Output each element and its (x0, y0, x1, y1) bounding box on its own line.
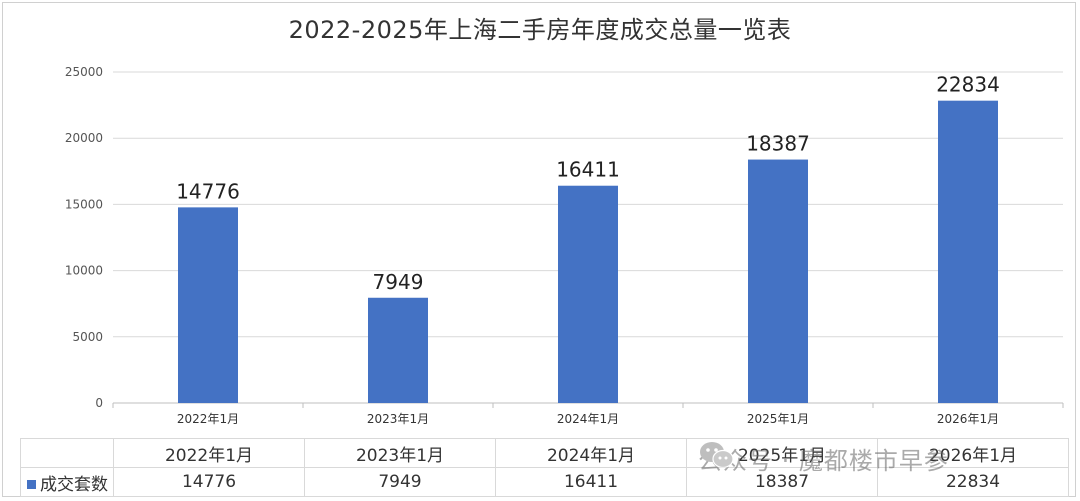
y-tick-label: 25000 (65, 65, 103, 79)
bar (558, 185, 618, 403)
data-label: 7949 (373, 270, 424, 294)
bar (748, 159, 808, 403)
data-table-value-cell: 16411 (495, 467, 687, 497)
data-table-value-cell: 18387 (686, 467, 878, 497)
bar (178, 207, 238, 403)
data-table-value-cell: 7949 (304, 467, 496, 497)
x-tick-label: 2022年1月 (177, 412, 239, 426)
series-name: 成交套数 (40, 474, 108, 495)
chart-title: 2022-2025年上海二手房年度成交总量一览表 (288, 16, 792, 44)
x-tick-label: 2023年1月 (367, 412, 429, 426)
y-tick-label: 10000 (65, 264, 103, 278)
y-tick-label: 20000 (65, 131, 103, 145)
data-table-series-label: 成交套数 (20, 467, 114, 497)
data-table: 2022年1月 2023年1月 2024年1月 2025年1月 2026年1月 成交套数… (20, 438, 1069, 497)
x-tick-label: 2025年1月 (747, 412, 809, 426)
data-table-value-cell: 14776 (113, 467, 305, 497)
data-label: 22834 (936, 73, 1000, 97)
y-tick-label: 15000 (65, 197, 103, 211)
data-table-corner-cell (20, 438, 114, 468)
bar (368, 297, 428, 403)
data-table-row: 成交套数 14776 7949 16411 18387 22834 (20, 467, 1069, 497)
data-label: 16411 (556, 158, 620, 182)
data-table-header-row: 2022年1月 2023年1月 2024年1月 2025年1月 2026年1月 (20, 438, 1069, 468)
x-tick-label: 2024年1月 (557, 412, 619, 426)
y-tick-label: 5000 (72, 330, 103, 344)
x-tick-label: 2026年1月 (937, 412, 999, 426)
legend-swatch (27, 479, 36, 489)
bar (938, 100, 998, 403)
data-table-header-cell: 2022年1月 (113, 438, 305, 468)
data-table-header-cell: 2026年1月 (877, 438, 1069, 468)
data-table-header-cell: 2023年1月 (304, 438, 496, 468)
data-label: 18387 (746, 132, 810, 156)
data-table-header-cell: 2024年1月 (495, 438, 687, 468)
y-tick-label: 0 (95, 396, 103, 410)
data-label: 14776 (176, 179, 240, 203)
data-table-header-cell: 2025年1月 (686, 438, 878, 468)
data-table-value-cell: 22834 (877, 467, 1069, 497)
